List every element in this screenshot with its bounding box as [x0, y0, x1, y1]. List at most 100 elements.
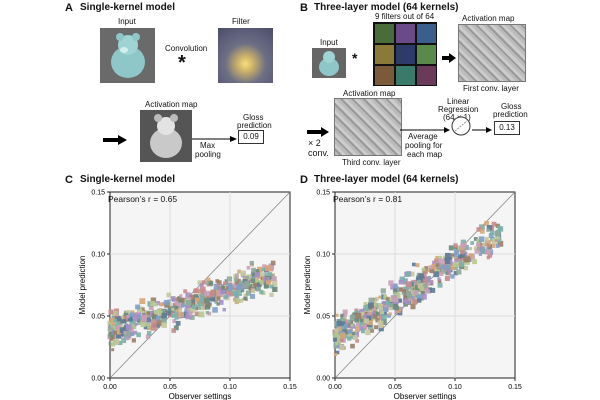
- d-point: [352, 335, 358, 341]
- d-point: [347, 329, 353, 334]
- b-conv-label: conv.: [308, 148, 329, 158]
- d-point: [482, 243, 486, 247]
- c-point: [198, 292, 202, 297]
- c-points: [107, 260, 278, 352]
- c-point: [250, 273, 256, 279]
- c-point: [114, 338, 120, 344]
- d-point: [468, 253, 474, 259]
- c-point: [246, 265, 251, 270]
- d-point: [389, 306, 393, 311]
- c-point: [168, 306, 174, 312]
- d-point: [368, 311, 373, 315]
- d-point: [366, 315, 372, 321]
- d-point: [343, 313, 347, 318]
- d-point: [380, 319, 387, 325]
- d-point: [412, 299, 418, 305]
- d-point: [476, 242, 481, 247]
- d-point: [486, 228, 490, 232]
- d-point: [476, 239, 480, 243]
- c-point: [110, 327, 114, 331]
- b-filter-tiles: [375, 24, 436, 85]
- a-gloss-value: 0.09: [238, 130, 264, 144]
- c-point: [125, 310, 131, 316]
- d-point: [453, 253, 458, 257]
- d-point: [393, 288, 398, 293]
- c-point: [176, 297, 181, 302]
- c-point: [144, 323, 150, 329]
- d-ytick-label-0: 0.00: [316, 376, 330, 383]
- c-point: [143, 325, 148, 330]
- d-point: [447, 269, 452, 274]
- d-point: [444, 275, 450, 281]
- d-point: [382, 300, 386, 304]
- panel-c-letter: C: [65, 174, 73, 186]
- c-point: [116, 316, 122, 322]
- c-point: [136, 332, 142, 338]
- c-point: [120, 320, 124, 324]
- d-point: [495, 243, 500, 248]
- d-point: [378, 295, 382, 299]
- c-point: [234, 277, 238, 282]
- c-point: [199, 294, 204, 299]
- d-ytick-label-1: 0.05: [316, 314, 330, 321]
- c-point: [115, 313, 120, 317]
- c-point: [208, 292, 214, 298]
- c-point: [123, 316, 129, 321]
- a-gloss-label-2: prediction: [237, 121, 272, 130]
- d-point: [430, 280, 434, 284]
- c-point: [240, 288, 245, 293]
- c-point: [187, 297, 192, 301]
- d-point: [406, 281, 412, 288]
- b-activation-label-top: Activation map: [462, 14, 515, 23]
- d-point: [460, 242, 467, 249]
- d-ytick-label-3: 0.15: [316, 190, 330, 197]
- d-point: [368, 302, 374, 309]
- d-point: [342, 318, 346, 322]
- d-point: [428, 265, 433, 270]
- c-point: [253, 269, 260, 275]
- c-point: [201, 297, 208, 304]
- c-point: [228, 283, 233, 288]
- c-point: [107, 320, 114, 327]
- a-filter-label: Filter: [232, 17, 250, 26]
- c-xtick-label-2: 0.10: [223, 384, 237, 391]
- d-point: [422, 278, 428, 284]
- c-point: [199, 298, 203, 303]
- d-point: [378, 306, 384, 311]
- d-point: [363, 314, 369, 320]
- d-point: [334, 326, 338, 330]
- c-ytick-label-3: 0.15: [91, 190, 105, 197]
- c-point: [146, 331, 152, 336]
- c-point: [243, 293, 249, 299]
- c-point: [154, 309, 159, 315]
- c-point: [251, 267, 256, 273]
- d-point: [416, 280, 422, 286]
- c-point: [172, 319, 177, 324]
- c-point: [115, 329, 122, 335]
- b-input-image: [312, 48, 346, 78]
- d-point: [401, 291, 406, 295]
- d-point: [378, 325, 384, 332]
- c-point: [146, 317, 151, 323]
- c-point: [171, 328, 177, 333]
- c-point: [113, 319, 118, 323]
- c-point: [218, 299, 224, 305]
- c-point: [109, 337, 113, 341]
- d-point: [491, 221, 497, 227]
- c-point: [199, 286, 206, 293]
- c-point: [145, 311, 150, 316]
- d-point: [449, 264, 455, 271]
- c-point: [259, 280, 264, 285]
- c-point: [121, 338, 127, 344]
- c-point: [175, 306, 179, 310]
- c-point: [262, 264, 267, 269]
- d-point: [342, 315, 347, 320]
- d-point: [404, 298, 411, 305]
- c-point: [216, 296, 221, 301]
- c-ylabel: Model prediction: [78, 256, 87, 315]
- c-point: [141, 307, 145, 311]
- d-point: [426, 281, 431, 286]
- b-arrow-1: [442, 50, 456, 63]
- c-point: [181, 304, 185, 308]
- d-point: [473, 246, 478, 250]
